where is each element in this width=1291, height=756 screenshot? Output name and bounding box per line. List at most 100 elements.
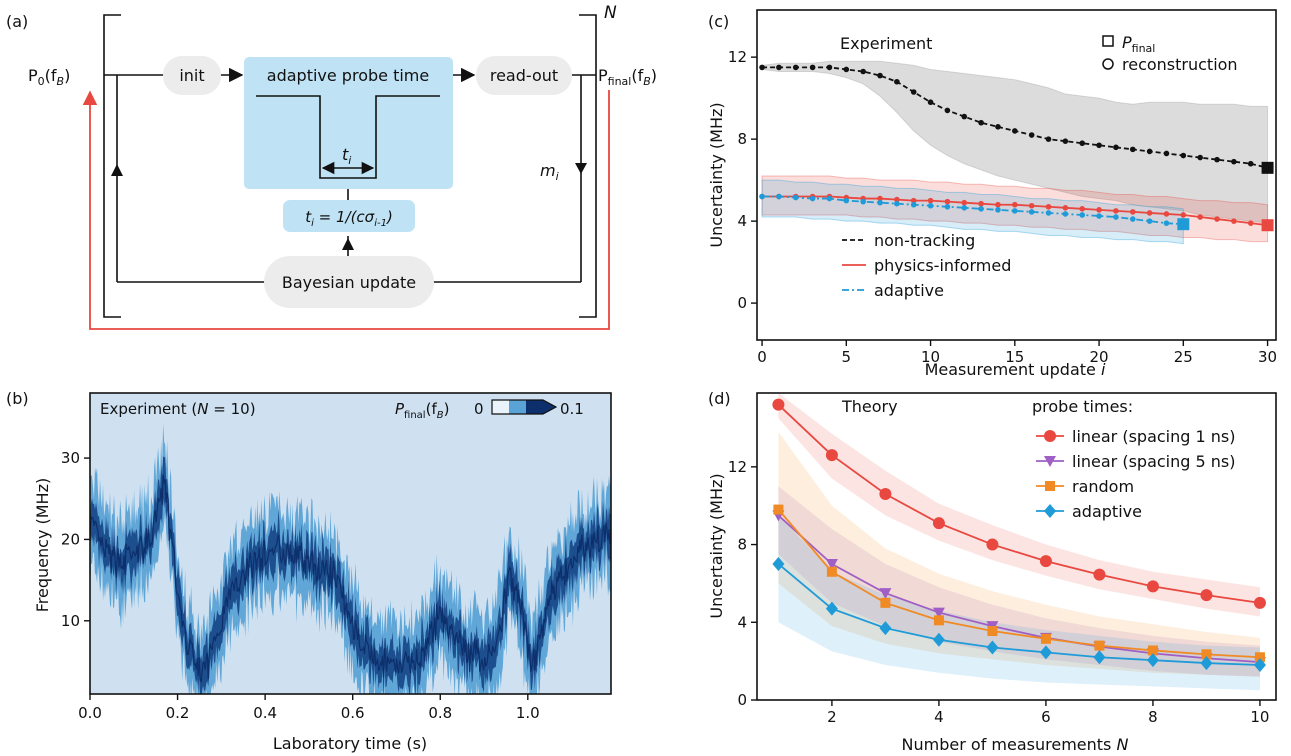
point-adaptive bbox=[1012, 208, 1018, 214]
panel-b-ylabel: Frequency (MHz) bbox=[33, 478, 52, 612]
panel-d-xlabel: Number of measurements N bbox=[902, 735, 1129, 754]
point-non-tracking bbox=[759, 65, 765, 71]
point-linear--spacing-1-ns- bbox=[826, 449, 838, 461]
d-xtick-label: 8 bbox=[1148, 708, 1158, 726]
point-non-tracking bbox=[1029, 132, 1035, 138]
panel-d-ylabel: Uncertainty (MHz) bbox=[707, 473, 726, 618]
point-adaptive bbox=[1096, 213, 1102, 219]
point-physics-informed bbox=[961, 200, 967, 206]
point-adaptive bbox=[793, 195, 799, 201]
d-ytick-label: 4 bbox=[737, 613, 747, 631]
bayes-up-arrow-head bbox=[342, 238, 354, 250]
b-xtick-label: 0.2 bbox=[166, 704, 190, 722]
final-marker-physics-informed bbox=[1262, 219, 1274, 231]
point-physics-informed bbox=[945, 199, 951, 205]
point-adaptive bbox=[810, 196, 816, 202]
d-ytick-label: 8 bbox=[737, 536, 747, 554]
panel-c: (c) 0 5 10 15 20 25 3004812 Experiment Pfinal … bbox=[707, 10, 1277, 379]
point-adaptive bbox=[1079, 212, 1085, 218]
point-random bbox=[1041, 634, 1051, 644]
point-physics-informed bbox=[1130, 209, 1136, 215]
point-random bbox=[987, 626, 997, 636]
point-adaptive bbox=[1029, 209, 1035, 215]
left-bracket bbox=[104, 15, 121, 317]
N-label: N bbox=[604, 3, 617, 23]
final-marker-non-tracking bbox=[1262, 162, 1274, 174]
legend-label-linear--spacing-5-ns-: linear (spacing 5 ns) bbox=[1072, 452, 1236, 471]
panel-d: (d) 2 4 6 8 1004812 Theory probe times: line… bbox=[707, 389, 1276, 754]
point-non-tracking bbox=[1012, 128, 1018, 134]
point-physics-informed bbox=[1214, 216, 1220, 222]
legend-adaptive: adaptive bbox=[874, 281, 944, 300]
colorbar-seg-2 bbox=[509, 400, 526, 414]
point-non-tracking bbox=[911, 89, 917, 95]
c-ytick-label: 4 bbox=[737, 212, 747, 230]
panel-c-plot: 0 5 10 15 20 25 3004812 bbox=[728, 48, 1277, 366]
d-ytick-label: 12 bbox=[728, 458, 747, 476]
point-linear--spacing-1-ns- bbox=[1040, 555, 1052, 567]
adaptive-probe-label: adaptive probe time bbox=[267, 66, 429, 85]
legend-label-random: random bbox=[1072, 477, 1134, 496]
point-physics-informed bbox=[978, 201, 984, 207]
point-non-tracking bbox=[894, 79, 900, 85]
point-linear--spacing-1-ns- bbox=[1200, 589, 1212, 601]
panel-d-legend-title: probe times: bbox=[1032, 397, 1133, 416]
point-physics-informed bbox=[1113, 208, 1119, 214]
panel-c-annotation: Experiment bbox=[840, 34, 932, 53]
point-physics-informed bbox=[1063, 205, 1069, 211]
panel-d-legend: linear (spacing 1 ns) linear (spacing 5 n… bbox=[1036, 427, 1236, 521]
point-adaptive bbox=[776, 194, 782, 200]
mi-arrow-head bbox=[575, 163, 587, 174]
point-non-tracking bbox=[1113, 145, 1119, 151]
point-adaptive bbox=[877, 200, 883, 206]
b-xtick-label: 0.0 bbox=[78, 704, 102, 722]
point-physics-informed bbox=[1248, 220, 1254, 226]
point-non-tracking bbox=[1046, 136, 1052, 142]
c-xtick-label: 0 bbox=[757, 348, 767, 366]
point-random bbox=[773, 505, 783, 515]
point-physics-informed bbox=[1164, 211, 1170, 217]
point-physics-informed bbox=[928, 198, 934, 204]
point-non-tracking bbox=[793, 65, 799, 71]
point-non-tracking bbox=[1181, 153, 1187, 159]
mi-label: mi bbox=[540, 161, 559, 183]
point-physics-informed bbox=[1231, 218, 1237, 224]
point-non-tracking bbox=[776, 65, 782, 71]
colorbar-seg-3 bbox=[526, 400, 543, 414]
point-random bbox=[934, 615, 944, 625]
c-xtick-label: 30 bbox=[1258, 348, 1277, 366]
init-label: init bbox=[179, 66, 204, 85]
point-random bbox=[827, 567, 837, 577]
d-xtick-label: 10 bbox=[1250, 708, 1269, 726]
legend-physics: physics-informed bbox=[874, 256, 1011, 275]
point-adaptive bbox=[844, 198, 850, 204]
point-random bbox=[880, 598, 890, 608]
panel-d-label: (d) bbox=[708, 389, 731, 408]
point-non-tracking bbox=[1147, 149, 1153, 155]
legend-circle-marker bbox=[1103, 59, 1113, 69]
point-non-tracking bbox=[844, 67, 850, 73]
legend-marker-adaptive bbox=[1044, 504, 1056, 518]
panel-c-ylabel: Uncertainty (MHz) bbox=[707, 102, 726, 247]
point-adaptive bbox=[995, 207, 1001, 213]
colorbar-max: 0.1 bbox=[560, 400, 584, 418]
bayesian-update-label: Bayesian update bbox=[282, 273, 416, 292]
b-ytick-label: 20 bbox=[61, 530, 80, 548]
legend-label-adaptive: adaptive bbox=[1072, 502, 1142, 521]
point-non-tracking bbox=[1197, 155, 1203, 161]
point-physics-informed bbox=[1181, 212, 1187, 218]
c-xtick-label: 25 bbox=[1174, 348, 1193, 366]
point-adaptive bbox=[911, 202, 917, 208]
c-ytick-label: 0 bbox=[737, 294, 747, 312]
point-non-tracking bbox=[1214, 157, 1220, 163]
point-linear--spacing-1-ns- bbox=[772, 399, 784, 411]
point-non-tracking bbox=[860, 69, 866, 75]
point-adaptive bbox=[759, 194, 765, 200]
c-ytick-label: 8 bbox=[737, 130, 747, 148]
c-xtick-label: 5 bbox=[842, 348, 852, 366]
colorbar-seg-1 bbox=[492, 400, 509, 414]
legend-square-marker bbox=[1103, 36, 1113, 46]
point-physics-informed bbox=[1012, 202, 1018, 208]
p0-label: P0(fB) bbox=[28, 66, 70, 88]
point-non-tracking bbox=[945, 108, 951, 114]
